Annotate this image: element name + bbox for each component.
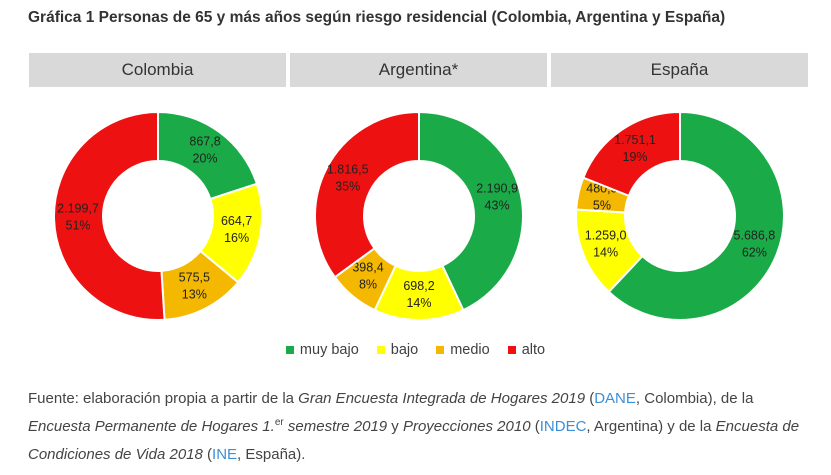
source-survey-geih: Gran Encuesta Integrada de Hogares 2019 [298,390,586,407]
label-percent-espana-bajo: 14% [593,245,618,259]
label-value-colombia-medio: 575,5 [179,270,210,284]
source-survey-eph: Encuesta Permanente de Hogares 1. [28,418,275,435]
source-text-4: y [387,418,403,435]
label-percent-espana-muy-bajo: 62% [742,245,767,259]
label-percent-argentina-medio: 8% [359,278,377,292]
source-text-3: , Colombia), de la [635,390,754,407]
slice-espana-muy-bajo [607,110,785,321]
slice-colombia-alto [53,110,166,321]
source-survey-eph-semester: semestre 2019 [283,418,388,435]
label-percent-argentina-bajo: 14% [406,296,431,310]
label-value-espana-muy-bajo: 5.686,8 [734,228,776,242]
panel-header-espana: España [551,53,808,87]
chart-title: Gráfica 1 Personas de 65 y más años segú… [28,9,726,26]
legend-item-bajo: bajo [376,342,419,358]
source-text-1: Fuente: elaboración propia a partir de l… [28,390,299,407]
source-text-5: ( [530,418,540,435]
source-text-6: , Argentina) y de la [586,418,716,435]
source-survey-ecv: Encuesta de Condiciones de Vida 2018 [28,418,800,463]
link-ine[interactable]: INE [212,446,238,463]
panel-header-colombia: Colombia [29,53,286,87]
legend-label-muy-bajo: muy bajo [299,342,359,358]
label-value-espana-alto: 1.751,1 [614,133,656,147]
legend-item-medio: medio [436,342,490,358]
label-value-argentina-muy-bajo: 2.190,9 [476,182,518,196]
link-dane[interactable]: DANE [594,390,636,407]
label-value-argentina-alto: 1.816,5 [327,163,369,177]
label-value-colombia-alto: 2.199,7 [57,202,99,216]
source-text-2: ( [585,390,595,407]
label-percent-colombia-bajo: 16% [224,231,249,245]
legend: muy bajo bajo medio alto [0,342,831,358]
slice-espana-alto [582,110,681,198]
source-text-8: , España). [237,446,306,463]
slice-argentina-muy-bajo [418,110,524,312]
label-percent-espana-medio: 5% [593,199,611,213]
source-note: Fuente: elaboración propia a partir de l… [28,385,808,469]
label-value-colombia-bajo: 664,7 [221,214,252,228]
link-indec[interactable]: INDEC [539,418,587,435]
source-projections: Proyecciones 2010 [402,418,531,435]
legend-label-bajo: bajo [390,342,419,358]
label-percent-argentina-alto: 35% [335,180,360,194]
source-superscript: er [274,417,284,428]
label-percent-colombia-alto: 51% [66,219,91,233]
label-value-argentina-medio: 398,4 [352,261,383,275]
slice-argentina-alto [314,110,420,279]
label-value-argentina-bajo: 698,2 [403,279,434,293]
label-percent-argentina-muy-bajo: 43% [485,199,510,213]
source-text-7: ( [202,446,213,463]
label-value-espana-bajo: 1.259,0 [585,228,627,242]
label-value-colombia-muy-bajo: 867,8 [189,134,220,148]
legend-swatch-bajo [376,346,385,354]
panel-header-argentina: Argentina* [290,53,547,87]
label-percent-espana-alto: 19% [623,150,648,164]
legend-swatch-medio [436,346,445,354]
legend-label-medio: medio [450,342,490,358]
legend-item-alto: alto [507,342,546,358]
legend-swatch-alto [507,346,516,354]
label-percent-colombia-medio: 13% [182,287,207,301]
legend-item-muy-bajo: muy bajo [285,342,359,358]
legend-label-alto: alto [521,342,546,358]
legend-swatch-muy-bajo [285,346,294,354]
label-percent-colombia-muy-bajo: 20% [193,151,218,165]
